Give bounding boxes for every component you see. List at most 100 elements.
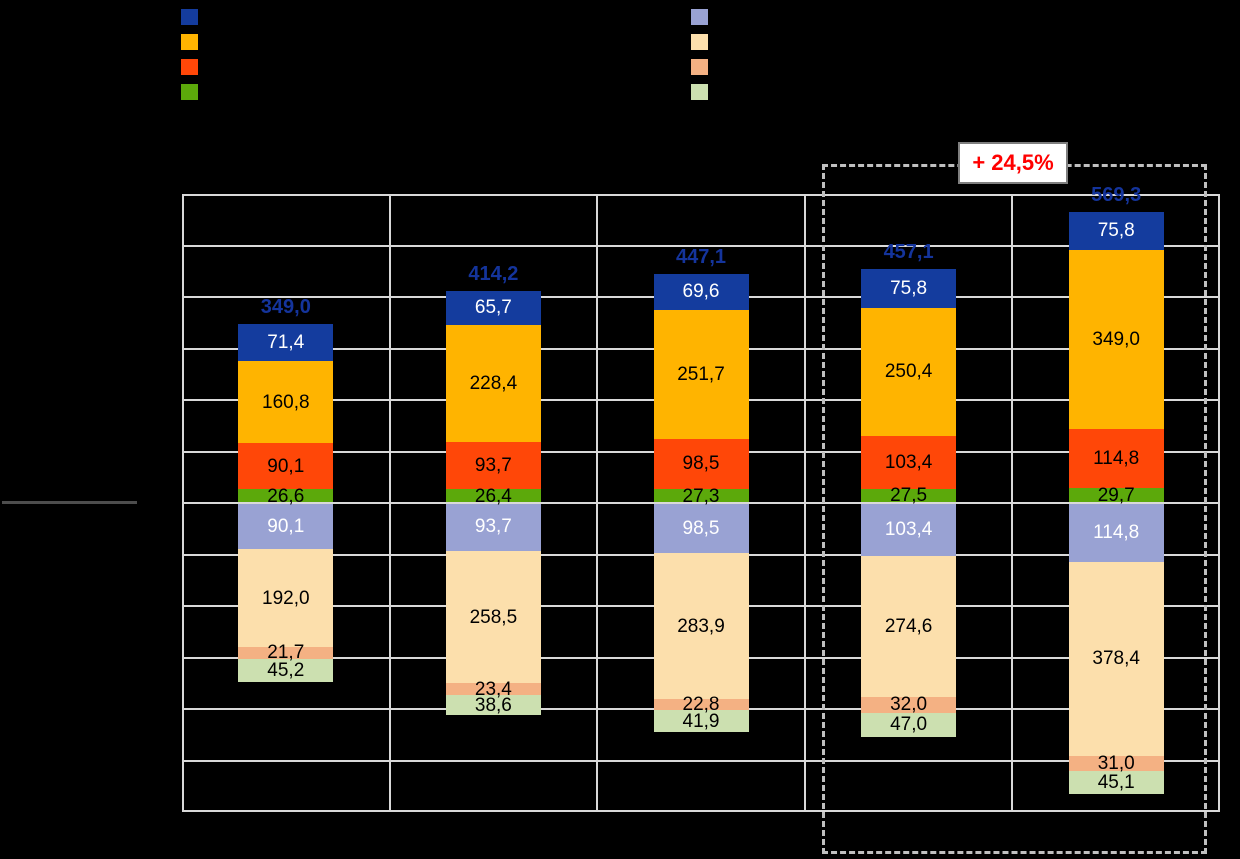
- bar-segment-value: 114,8: [1093, 521, 1140, 543]
- bar-segment-value: 27,3: [682, 485, 720, 507]
- bar-segment-light-green: [1068, 771, 1164, 795]
- bar-segment-value: 45,1: [1097, 772, 1135, 794]
- bar-segment-orange-red: [238, 443, 334, 490]
- bar-segment-peach: [861, 555, 957, 697]
- legend-swatch-amber: [181, 34, 198, 50]
- bar-segment-orange-red: [861, 435, 957, 489]
- bar-segment-dark-blue: [238, 324, 334, 361]
- bar-segment-value: 93,7: [474, 516, 512, 538]
- bar-segment-green: [653, 489, 749, 503]
- legend-swatch-peach: [691, 34, 708, 50]
- bar-segment-dark-blue: [445, 290, 541, 325]
- bar-segment-value: 93,7: [474, 454, 512, 476]
- bar-segment-value: 38,6: [474, 694, 512, 716]
- bar-segment-amber: [1068, 250, 1164, 429]
- bar-segment-light-green: [238, 658, 334, 682]
- bar-segment-periwinkle: [1068, 503, 1164, 562]
- bar-segment-salmon: [653, 698, 749, 711]
- growth-annotation-text: + 24,5%: [972, 150, 1054, 175]
- bar-segment-value: 283,9: [677, 615, 725, 637]
- bar-segment-orange-red: [445, 441, 541, 490]
- bar-segment-orange-red: [653, 438, 749, 489]
- bar-segment-value: 103,4: [884, 451, 933, 473]
- bar-segment-value: 75,8: [890, 277, 928, 299]
- bar-segment-value: 29,7: [1097, 484, 1135, 506]
- bar-segment-peach: [653, 553, 749, 699]
- bar-segment-value: 45,2: [267, 659, 305, 681]
- bar-segment-green: [861, 488, 957, 503]
- bar-segment-value: 114,8: [1093, 447, 1140, 469]
- legend-swatch-dark-blue: [181, 9, 198, 25]
- bar-segment-green: [445, 489, 541, 503]
- bar-segment-value: 251,7: [677, 363, 725, 385]
- bar-segment-value: 23,4: [474, 678, 512, 700]
- bar-segment-amber: [445, 324, 541, 442]
- bar-segment-green: [238, 489, 334, 503]
- legend-swatch-light-green: [691, 84, 708, 100]
- bar-segment-amber: [238, 360, 334, 444]
- bar-segment-amber: [861, 307, 957, 436]
- bar-segment-value: 378,4: [1092, 648, 1140, 670]
- bar-segment-value: 160,8: [262, 391, 310, 413]
- bar-segment-value: 349,0: [1092, 329, 1140, 351]
- bar-segment-peach: [445, 550, 541, 684]
- bar-segment-periwinkle: [445, 503, 541, 551]
- bar-segment-value: 274,6: [884, 615, 933, 637]
- bar-segment-periwinkle: [653, 503, 749, 554]
- bar-segment-value: 90,1: [267, 455, 305, 477]
- bar-segment-light-green: [861, 712, 957, 737]
- bar-segment-value: 65,7: [474, 297, 512, 319]
- bar-segment-value: 26,4: [474, 485, 512, 507]
- bar-segment-value: 69,6: [682, 281, 720, 303]
- axis-divider-line: [2, 501, 137, 504]
- bar-segment-value: 75,8: [1097, 220, 1135, 242]
- highlight-dashed-box: [822, 164, 1207, 854]
- bar-segment-value: 98,5: [682, 453, 720, 475]
- bar-total-label: 447,1: [675, 246, 727, 269]
- legend-swatch-salmon: [691, 59, 708, 75]
- bar-segment-light-green: [653, 710, 749, 732]
- gridline-horizontal: [182, 759, 1220, 762]
- bar-segment-value: 258,5: [469, 606, 518, 628]
- bar-segment-value: 41,9: [682, 710, 720, 732]
- bar-total-label: 414,2: [468, 262, 519, 285]
- bar-segment-value: 22,8: [682, 694, 720, 716]
- bar-segment-value: 103,4: [884, 518, 933, 540]
- bar-segment-periwinkle: [238, 503, 334, 550]
- bar-segment-value: 71,4: [267, 332, 305, 354]
- bar-segment-light-green: [445, 695, 541, 716]
- growth-annotation-badge: + 24,5%: [958, 142, 1068, 184]
- bar-total-label: 349,0: [260, 296, 311, 319]
- legend-swatch-green: [181, 84, 198, 100]
- bar-segment-salmon: [238, 647, 334, 659]
- gridline-horizontal: [182, 244, 1220, 247]
- bar-segment-orange-red: [1068, 429, 1164, 488]
- bar-segment-value: 47,0: [890, 714, 928, 736]
- bar-segment-value: 250,4: [884, 361, 933, 383]
- bar-segment-value: 228,4: [469, 372, 518, 394]
- bar-segment-salmon: [1068, 755, 1164, 772]
- bar-segment-peach: [1068, 561, 1164, 756]
- bar-segment-value: 90,1: [267, 515, 305, 537]
- bar-segment-dark-blue: [653, 274, 749, 310]
- bar-segment-value: 27,5: [890, 485, 928, 507]
- bar-segment-dark-blue: [1068, 211, 1164, 251]
- bar-segment-value: 98,5: [682, 517, 720, 539]
- bar-segment-peach: [238, 549, 334, 648]
- bar-segment-dark-blue: [861, 268, 957, 308]
- bar-total-label: 569,3: [1091, 183, 1142, 206]
- bar-segment-salmon: [861, 696, 957, 713]
- bar-segment-green: [1068, 487, 1164, 503]
- bar-segment-value: 192,0: [262, 587, 310, 609]
- bar-total-label: 457,1: [883, 240, 934, 263]
- bar-segment-value: 31,0: [1097, 752, 1135, 774]
- bar-segment-periwinkle: [861, 503, 957, 556]
- bar-segment-salmon: [445, 683, 541, 696]
- zero-axis-line: [182, 502, 1220, 504]
- legend-swatch-periwinkle: [691, 9, 708, 25]
- legend-swatch-orange-red: [181, 59, 198, 75]
- bar-segment-value: 26,6: [267, 485, 305, 507]
- bar-segment-value: 21,7: [267, 642, 305, 664]
- bar-segment-value: 32,0: [890, 694, 928, 716]
